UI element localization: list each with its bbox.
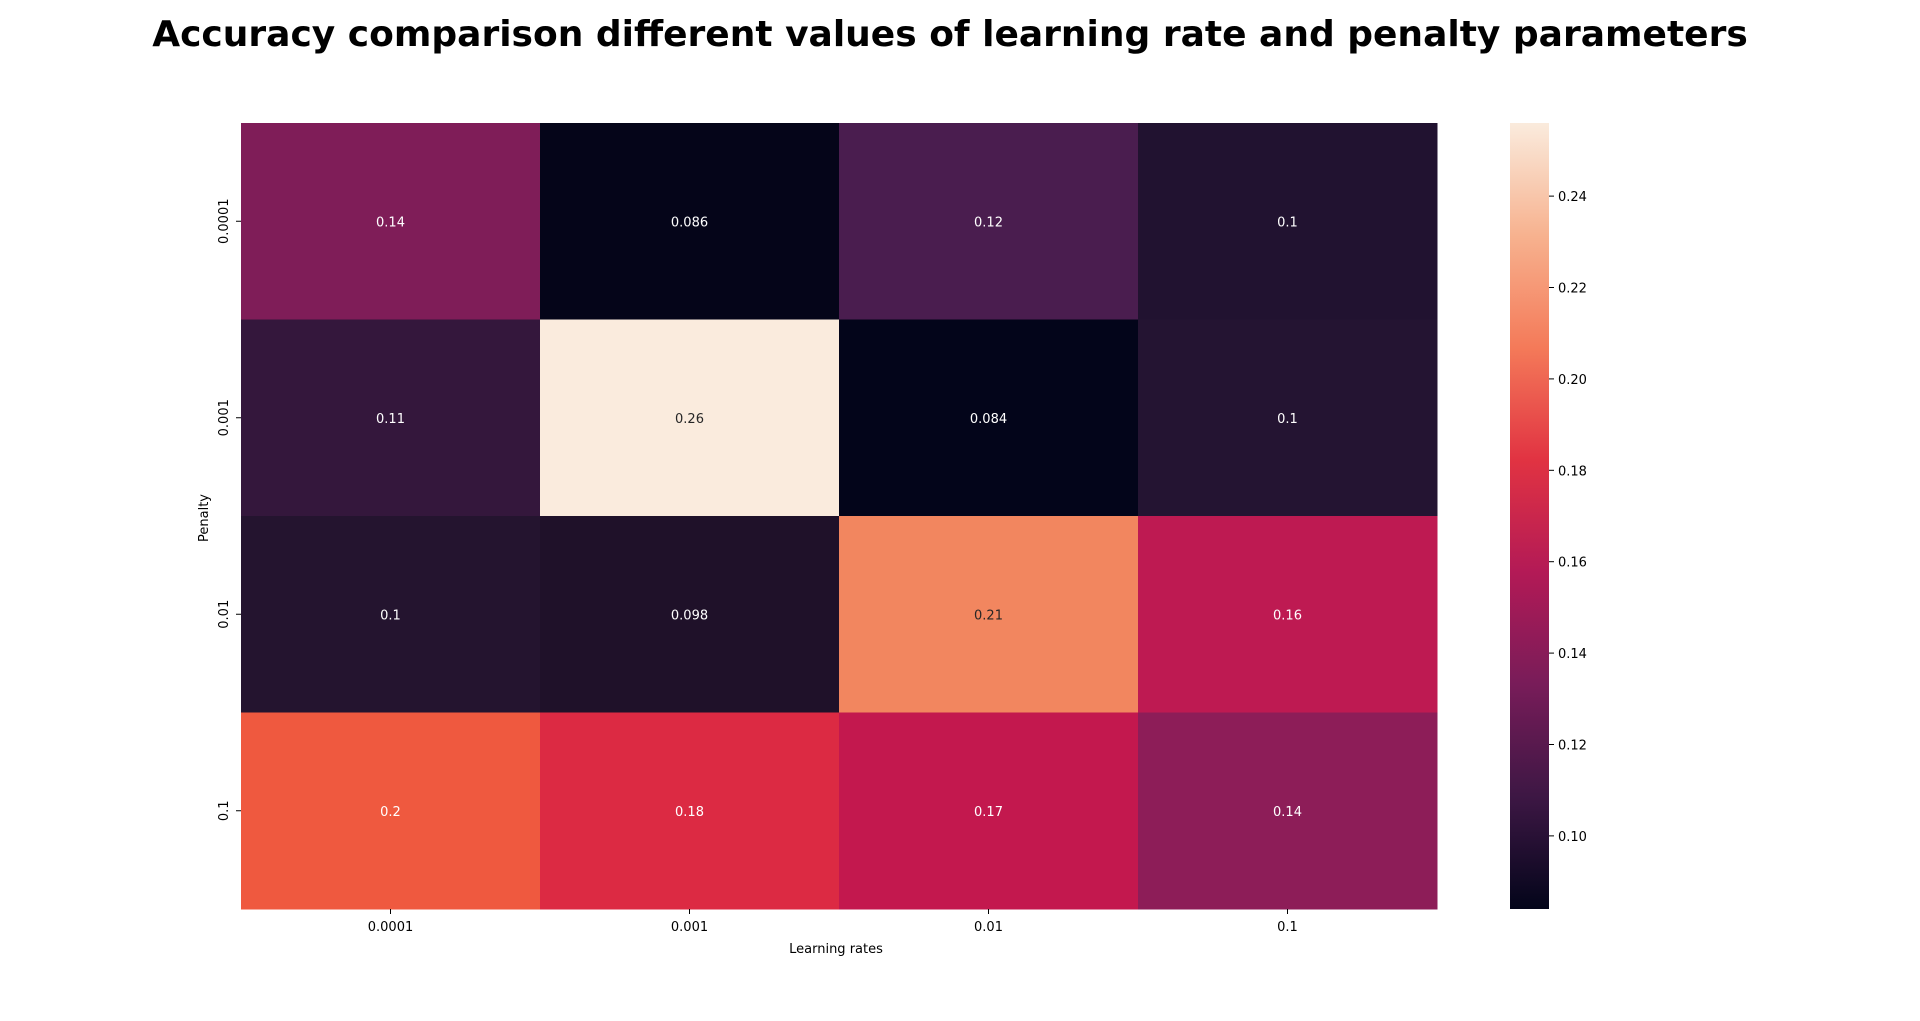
y-axis-label: Penalty [197, 494, 212, 542]
colorbar-tick-label-7: 0.24 [1558, 190, 1587, 205]
heatmap-cell-r2-c0 [241, 516, 541, 713]
x-tick-label-1: 0.001 [671, 920, 708, 935]
heatmap-cell-labels: 0.14 0.086 0.12 0.1 0.11 0.26 0.084 0.1 0.1 0.098… [376, 215, 1302, 820]
heatmap-cell-label-r1-c3: 0.1 [1277, 412, 1298, 427]
y-tick-label-0: 0.0001 [217, 199, 232, 245]
colorbar-tick-label-6: 0.22 [1558, 282, 1587, 297]
heatmap-cell-r1-c0 [241, 319, 541, 517]
y-tick-label-3: 0.1 [217, 800, 232, 821]
heatmap-cell-label-r2-c1: 0.098 [671, 608, 708, 623]
colorbar-gradient [1510, 123, 1549, 909]
heatmap-cell-r3-c1 [540, 712, 840, 910]
heatmap-cell-label-r2-c3: 0.16 [1273, 608, 1302, 623]
heatmap-cell-label-r3-c0: 0.2 [380, 805, 401, 820]
heatmap-cell-r2-c2 [839, 516, 1139, 713]
heatmap-cell-label-r0-c2: 0.12 [974, 215, 1003, 230]
heatmap-cell-label-r0-c3: 0.1 [1277, 215, 1298, 230]
heatmap-cell-r2-c1 [540, 516, 840, 713]
heatmap-cell-label-r3-c2: 0.17 [974, 805, 1003, 820]
heatmap-cell-r3-c2 [839, 712, 1139, 910]
heatmap-cell-label-r0-c1: 0.086 [671, 215, 708, 230]
heatmap-cell-r3-c3 [1138, 712, 1438, 910]
heatmap-cell-r3-c0 [241, 712, 541, 910]
heatmap-cell-label-r2-c2: 0.21 [974, 608, 1003, 623]
y-tick-label-1: 0.001 [217, 399, 232, 436]
colorbar-tick-label-2: 0.14 [1558, 647, 1587, 662]
chart-title: Accuracy comparison different values of … [152, 14, 1748, 55]
heatmap-cell-label-r3-c3: 0.14 [1273, 805, 1302, 820]
x-axis-label: Learning rates [789, 942, 883, 957]
heatmap-cell-r1-c1 [540, 319, 840, 517]
x-tick-label-0: 0.0001 [368, 920, 414, 935]
heatmap-cell-r0-c2 [839, 123, 1139, 320]
colorbar-tick-label-5: 0.20 [1558, 373, 1587, 388]
y-tick-label-2: 0.01 [217, 600, 232, 629]
heatmap-cell-label-r3-c1: 0.18 [675, 805, 704, 820]
colorbar-tick-label-3: 0.16 [1558, 556, 1587, 571]
colorbar-tick-label-1: 0.12 [1558, 738, 1587, 753]
heatmap-cell-label-r2-c0: 0.1 [380, 608, 401, 623]
x-tick-label-3: 0.1 [1277, 920, 1298, 935]
heatmap-cell-label-r1-c1: 0.26 [675, 412, 704, 427]
heatmap-cell-r1-c2 [839, 319, 1139, 517]
y-axis-ticks: 0.0001 0.001 0.01 0.1 [217, 199, 241, 821]
colorbar-tick-label-0: 0.10 [1558, 830, 1587, 845]
heatmap-cell-label-r1-c2: 0.084 [970, 412, 1007, 427]
heatmap-cell-label-r0-c0: 0.14 [376, 215, 405, 230]
colorbar-ticks: 0.10 0.12 0.14 0.16 0.18 0.20 0.22 0.24 [1549, 190, 1587, 845]
heatmap-cells [241, 123, 1438, 910]
x-tick-label-2: 0.01 [974, 920, 1003, 935]
colorbar-tick-label-4: 0.18 [1558, 464, 1587, 479]
colorbar: 0.10 0.12 0.14 0.16 0.18 0.20 0.22 0.24 [1510, 123, 1587, 909]
heatmap-cell-r0-c1 [540, 123, 840, 320]
heatmap-cell-r0-c0 [241, 123, 541, 320]
x-axis-ticks: 0.0001 0.001 0.01 0.1 [368, 909, 1298, 935]
heatmap-cell-r0-c3 [1138, 123, 1438, 320]
heatmap-cell-label-r1-c0: 0.11 [376, 412, 405, 427]
heatmap-cell-r1-c3 [1138, 319, 1438, 517]
heatmap-cell-r2-c3 [1138, 516, 1438, 713]
